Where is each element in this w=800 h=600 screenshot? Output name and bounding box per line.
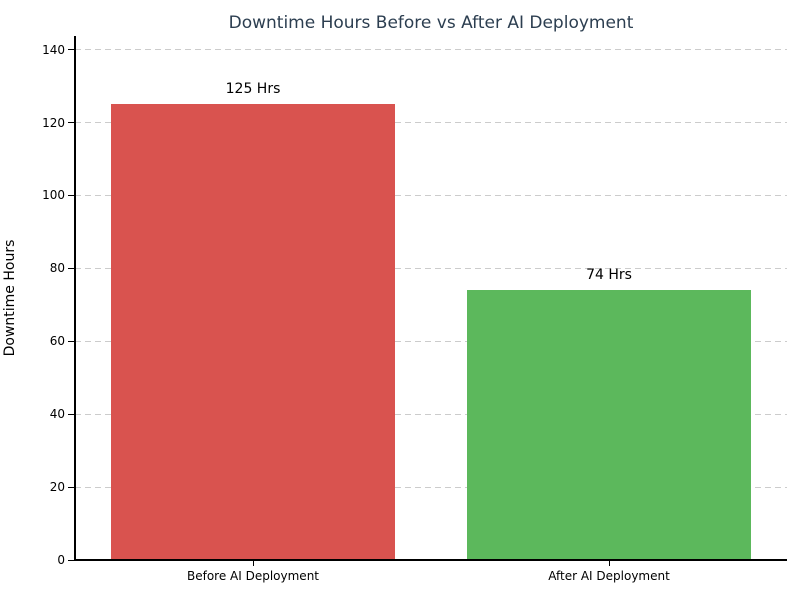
y-tick-mark	[68, 122, 74, 124]
y-tick-mark	[68, 340, 74, 342]
y-tick-mark	[68, 486, 74, 488]
y-tick-label: 140	[42, 42, 65, 57]
y-axis-label: Downtime Hours	[2, 239, 18, 357]
bar-after-ai-deployment	[466, 290, 752, 560]
bar-before-ai-deployment	[110, 104, 396, 560]
y-tick-label: 40	[49, 407, 65, 422]
plot-area: 125 Hrs 74 Hrs 0 20 40 60 80 100 120 140 Before …	[42, 36, 787, 583]
chart-title: Downtime Hours Before vs After AI Deploy…	[228, 13, 634, 33]
gridline	[75, 49, 787, 51]
y-tick-label: 80	[49, 261, 65, 276]
bar-value-label: 125 Hrs	[225, 81, 281, 98]
gridline	[75, 486, 787, 488]
bar-value-label: 74 Hrs	[586, 267, 632, 284]
x-tick-label: Before AI Deployment	[186, 569, 320, 583]
gridline	[75, 194, 787, 196]
y-tick-label: 120	[42, 115, 65, 130]
gridline	[75, 340, 787, 342]
x-axis-spine	[74, 559, 787, 561]
x-tick-label: After AI Deployment	[548, 569, 670, 583]
y-tick-mark	[68, 194, 74, 196]
y-tick-label: 100	[42, 188, 65, 203]
y-tick-mark	[68, 413, 74, 415]
x-tick-mark	[253, 560, 254, 566]
gridline	[75, 267, 787, 269]
y-tick-label: 60	[49, 334, 65, 349]
y-tick-label: 20	[49, 480, 65, 495]
y-tick-mark	[68, 559, 74, 561]
gridline	[75, 413, 787, 415]
gridline	[75, 122, 787, 124]
y-tick-mark	[68, 49, 74, 51]
y-tick-mark	[68, 267, 74, 269]
y-axis-spine	[74, 36, 76, 560]
x-tick-mark	[609, 560, 610, 566]
y-tick-label: 0	[57, 553, 65, 567]
